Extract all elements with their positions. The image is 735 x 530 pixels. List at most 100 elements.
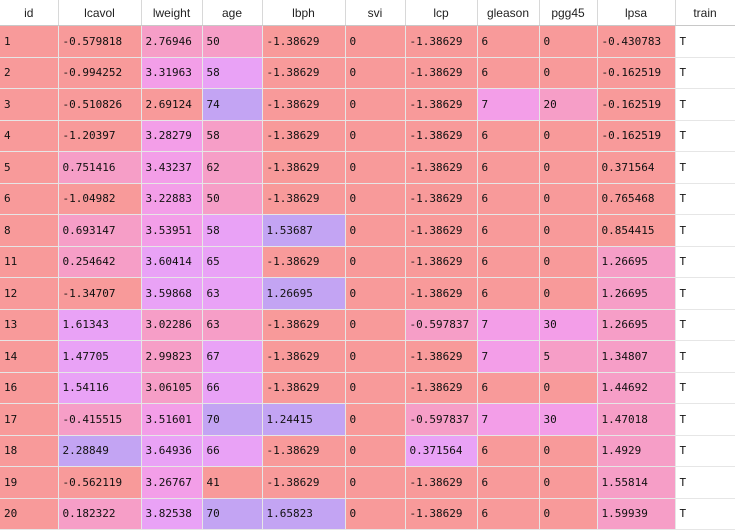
cell-lbph[interactable]: -1.38629 xyxy=(262,466,346,499)
cell-train[interactable]: T xyxy=(675,309,735,341)
cell-lbph[interactable]: -1.38629 xyxy=(262,183,346,215)
cell-lpsa[interactable]: -0.162519 xyxy=(597,120,676,152)
cell-id[interactable]: 13 xyxy=(0,309,59,341)
cell-lcp[interactable]: -0.597837 xyxy=(405,403,478,436)
cell-train[interactable]: T xyxy=(675,403,735,436)
cell-pgg45[interactable]: 0 xyxy=(539,151,598,184)
cell-age[interactable]: 65 xyxy=(202,246,263,278)
cell-train[interactable]: T xyxy=(675,214,735,247)
cell-lbph[interactable]: 1.24415 xyxy=(262,403,346,436)
cell-lweight[interactable]: 3.22883 xyxy=(141,183,203,215)
cell-lcp[interactable]: -1.38629 xyxy=(405,277,478,310)
cell-gleason[interactable]: 6 xyxy=(477,246,540,278)
cell-id[interactable]: 2 xyxy=(0,57,59,89)
cell-age[interactable]: 50 xyxy=(202,183,263,215)
cell-age[interactable]: 63 xyxy=(202,309,263,341)
cell-lpsa[interactable]: 1.26695 xyxy=(597,246,676,278)
cell-age[interactable]: 66 xyxy=(202,372,263,404)
cell-lbph[interactable]: -1.38629 xyxy=(262,88,346,121)
cell-train[interactable]: T xyxy=(675,372,735,404)
column-header-id[interactable]: id xyxy=(0,0,59,26)
cell-lweight[interactable]: 3.60414 xyxy=(141,246,203,278)
cell-train[interactable]: T xyxy=(675,435,735,467)
cell-train[interactable]: T xyxy=(675,25,735,58)
cell-lpsa[interactable]: 1.34807 xyxy=(597,340,676,373)
cell-lcavol[interactable]: -0.994252 xyxy=(58,57,142,89)
column-header-lweight[interactable]: lweight xyxy=(141,0,203,26)
cell-lbph[interactable]: -1.38629 xyxy=(262,25,346,58)
cell-lpsa[interactable]: 1.55814 xyxy=(597,466,676,499)
column-header-lcavol[interactable]: lcavol xyxy=(58,0,142,26)
cell-svi[interactable]: 0 xyxy=(345,88,406,121)
cell-lcavol[interactable]: 1.61343 xyxy=(58,309,142,341)
cell-gleason[interactable]: 6 xyxy=(477,214,540,247)
cell-lcavol[interactable]: -0.415515 xyxy=(58,403,142,436)
cell-gleason[interactable]: 7 xyxy=(477,88,540,121)
cell-lweight[interactable]: 3.51601 xyxy=(141,403,203,436)
cell-id[interactable]: 3 xyxy=(0,88,59,121)
cell-lcavol[interactable]: -1.04982 xyxy=(58,183,142,215)
cell-pgg45[interactable]: 5 xyxy=(539,340,598,373)
cell-pgg45[interactable]: 20 xyxy=(539,88,598,121)
cell-lpsa[interactable]: 0.765468 xyxy=(597,183,676,215)
cell-lcavol[interactable]: -1.20397 xyxy=(58,120,142,152)
cell-gleason[interactable]: 6 xyxy=(477,435,540,467)
cell-lpsa[interactable]: 0.854415 xyxy=(597,214,676,247)
cell-lbph[interactable]: 1.26695 xyxy=(262,277,346,310)
cell-lcp[interactable]: -1.38629 xyxy=(405,183,478,215)
cell-lcp[interactable]: -1.38629 xyxy=(405,246,478,278)
cell-age[interactable]: 74 xyxy=(202,88,263,121)
cell-gleason[interactable]: 6 xyxy=(477,183,540,215)
column-header-age[interactable]: age xyxy=(202,0,263,26)
cell-pgg45[interactable]: 30 xyxy=(539,309,598,341)
cell-svi[interactable]: 0 xyxy=(345,151,406,184)
cell-gleason[interactable]: 6 xyxy=(477,120,540,152)
cell-pgg45[interactable]: 0 xyxy=(539,183,598,215)
cell-lbph[interactable]: -1.38629 xyxy=(262,309,346,341)
cell-svi[interactable]: 0 xyxy=(345,246,406,278)
cell-train[interactable]: T xyxy=(675,57,735,89)
cell-lcavol[interactable]: -0.562119 xyxy=(58,466,142,499)
column-header-pgg45[interactable]: pgg45 xyxy=(539,0,598,26)
cell-pgg45[interactable]: 0 xyxy=(539,466,598,499)
cell-pgg45[interactable]: 0 xyxy=(539,372,598,404)
cell-svi[interactable]: 0 xyxy=(345,214,406,247)
cell-lweight[interactable]: 2.69124 xyxy=(141,88,203,121)
cell-lweight[interactable]: 3.02286 xyxy=(141,309,203,341)
cell-lweight[interactable]: 3.53951 xyxy=(141,214,203,247)
cell-age[interactable]: 66 xyxy=(202,435,263,467)
cell-lbph[interactable]: -1.38629 xyxy=(262,57,346,89)
cell-svi[interactable]: 0 xyxy=(345,309,406,341)
cell-lpsa[interactable]: 1.44692 xyxy=(597,372,676,404)
cell-lpsa[interactable]: 0.371564 xyxy=(597,151,676,184)
cell-id[interactable]: 16 xyxy=(0,372,59,404)
cell-lcp[interactable]: -1.38629 xyxy=(405,151,478,184)
cell-id[interactable]: 17 xyxy=(0,403,59,436)
cell-gleason[interactable]: 7 xyxy=(477,309,540,341)
cell-train[interactable]: T xyxy=(675,120,735,152)
cell-lcavol[interactable]: 0.254642 xyxy=(58,246,142,278)
cell-svi[interactable]: 0 xyxy=(345,435,406,467)
cell-lweight[interactable]: 2.76946 xyxy=(141,25,203,58)
cell-lpsa[interactable]: -0.162519 xyxy=(597,88,676,121)
cell-lcp[interactable]: -1.38629 xyxy=(405,466,478,499)
cell-gleason[interactable]: 7 xyxy=(477,340,540,373)
cell-lcp[interactable]: -1.38629 xyxy=(405,88,478,121)
cell-lcavol[interactable]: 0.693147 xyxy=(58,214,142,247)
cell-id[interactable]: 1 xyxy=(0,25,59,58)
cell-lcp[interactable]: -1.38629 xyxy=(405,120,478,152)
cell-svi[interactable]: 0 xyxy=(345,183,406,215)
cell-lweight[interactable]: 2.99823 xyxy=(141,340,203,373)
cell-age[interactable]: 58 xyxy=(202,57,263,89)
cell-lcp[interactable]: -0.597837 xyxy=(405,309,478,341)
cell-gleason[interactable]: 6 xyxy=(477,57,540,89)
cell-lbph[interactable]: -1.38629 xyxy=(262,372,346,404)
cell-lweight[interactable]: 3.43237 xyxy=(141,151,203,184)
cell-age[interactable]: 67 xyxy=(202,340,263,373)
cell-lpsa[interactable]: 1.26695 xyxy=(597,277,676,310)
cell-pgg45[interactable]: 0 xyxy=(539,25,598,58)
cell-svi[interactable]: 0 xyxy=(345,25,406,58)
cell-gleason[interactable]: 6 xyxy=(477,466,540,499)
cell-age[interactable]: 62 xyxy=(202,151,263,184)
cell-lweight[interactable]: 3.59868 xyxy=(141,277,203,310)
